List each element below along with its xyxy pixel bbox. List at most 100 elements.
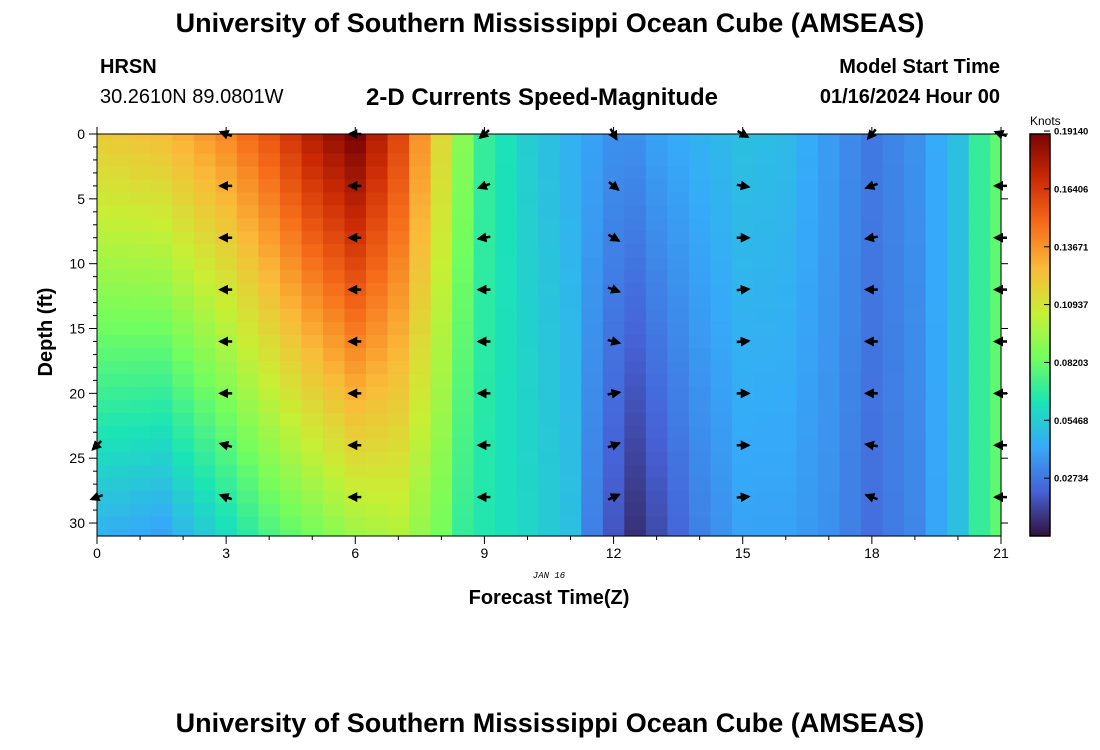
heatmap-cell <box>172 360 195 375</box>
heatmap-cell <box>301 438 324 453</box>
heatmap-cell <box>559 153 582 168</box>
heatmap-cell <box>796 231 819 245</box>
heatmap-cell <box>279 322 303 336</box>
heatmap-cell <box>409 438 432 453</box>
heatmap-cell <box>215 464 238 479</box>
heatmap-cell <box>193 134 216 142</box>
heatmap-cell <box>688 335 712 349</box>
current-vector-arrow <box>476 232 491 243</box>
heatmap-cell <box>366 270 389 284</box>
heatmap-cell <box>645 140 668 155</box>
heatmap-cell <box>861 218 884 232</box>
heatmap-cell <box>559 503 582 518</box>
heatmap-cell <box>258 218 281 232</box>
heatmap-cell <box>150 516 173 531</box>
heatmap-cell <box>688 477 712 492</box>
heatmap-cell <box>990 270 1002 284</box>
heatmap-cell <box>818 283 841 297</box>
heatmap-cell <box>236 218 260 232</box>
heatmap-cell <box>904 347 927 362</box>
heatmap-cell <box>925 451 948 466</box>
heatmap-cell <box>645 360 668 375</box>
heatmap-cell <box>172 412 195 427</box>
heatmap-cell <box>366 153 389 168</box>
heatmap-cell <box>323 296 346 310</box>
heatmap-cell <box>861 309 884 323</box>
heatmap-cell <box>387 231 410 245</box>
heatmap-cell <box>904 192 927 206</box>
heatmap-cell <box>624 231 647 245</box>
heatmap-cell <box>215 477 238 492</box>
heatmap-cell <box>667 438 690 453</box>
heatmap-cell <box>688 373 712 388</box>
heatmap-cell <box>409 231 432 245</box>
heatmap-cell <box>387 347 410 362</box>
heatmap-cell <box>775 529 798 537</box>
heatmap-cell <box>193 529 216 537</box>
heatmap-cell <box>387 166 410 180</box>
heatmap-cell <box>495 503 518 518</box>
heatmap-cell <box>775 477 798 492</box>
heatmap-cell <box>172 503 195 518</box>
heatmap-cell <box>925 347 948 362</box>
heatmap-cell <box>172 425 195 440</box>
heatmap-cell <box>473 425 496 440</box>
heatmap-cell <box>710 296 733 310</box>
heatmap-cell <box>236 257 260 271</box>
x-axis-label: Forecast Time(Z) <box>469 587 630 609</box>
heatmap-cell <box>990 464 1002 479</box>
heatmap-cell <box>861 516 884 531</box>
heatmap-cell <box>452 270 475 284</box>
heatmap-cell <box>150 283 173 297</box>
heatmap-cell <box>882 257 905 271</box>
heatmap-cell <box>559 347 582 362</box>
heatmap-cell <box>947 490 970 505</box>
heatmap-cell <box>882 335 905 349</box>
heatmap-cell <box>968 438 991 453</box>
heatmap-cell <box>452 153 475 168</box>
heatmap-cell <box>861 192 884 206</box>
heatmap-cell <box>667 257 690 271</box>
heatmap-cell <box>301 451 324 466</box>
heatmap-cell <box>409 309 432 323</box>
heatmap-cell <box>172 386 195 401</box>
heatmap-cell <box>107 309 130 323</box>
heatmap-cell <box>667 166 690 180</box>
heatmap-cell <box>990 205 1002 219</box>
heatmap-cell <box>129 464 152 479</box>
plot-title: 2-D Currents Speed-Magnitude <box>366 84 719 111</box>
heatmap-cell <box>409 503 432 518</box>
heatmap-cell <box>581 257 604 271</box>
heatmap-cell <box>258 425 281 440</box>
heatmap-cell <box>495 347 518 362</box>
heatmap-cell <box>947 386 970 401</box>
heatmap-cell <box>366 490 389 505</box>
heatmap-cell <box>775 516 798 531</box>
heatmap-cell <box>818 134 841 142</box>
heatmap-cell <box>516 205 539 219</box>
current-vector-arrow <box>863 232 878 243</box>
heatmap-cell <box>581 516 604 531</box>
heatmap-cell <box>409 296 432 310</box>
heatmap-cell <box>925 335 948 349</box>
heatmap-cell <box>452 192 475 206</box>
heatmap-cell <box>538 399 561 414</box>
heatmap-cell <box>710 270 733 284</box>
current-vector-arrow <box>218 440 233 451</box>
heatmap-cell <box>947 425 970 440</box>
heatmap-cell <box>710 412 733 427</box>
heatmap-cell <box>602 309 625 323</box>
heatmap-cell <box>150 231 173 245</box>
heatmap-cell <box>538 438 561 453</box>
heatmap-cell <box>602 412 625 427</box>
heatmap-cell <box>710 257 733 271</box>
heatmap-cell <box>602 516 625 531</box>
heatmap-cell <box>516 477 539 492</box>
heatmap-cell <box>387 218 410 232</box>
heatmap-cell <box>193 322 216 336</box>
heatmap-cell <box>301 283 324 297</box>
heatmap-cell <box>581 140 604 155</box>
heatmap-cell <box>387 360 410 375</box>
heatmap-cell <box>796 335 819 349</box>
heatmap-cell <box>452 244 475 258</box>
